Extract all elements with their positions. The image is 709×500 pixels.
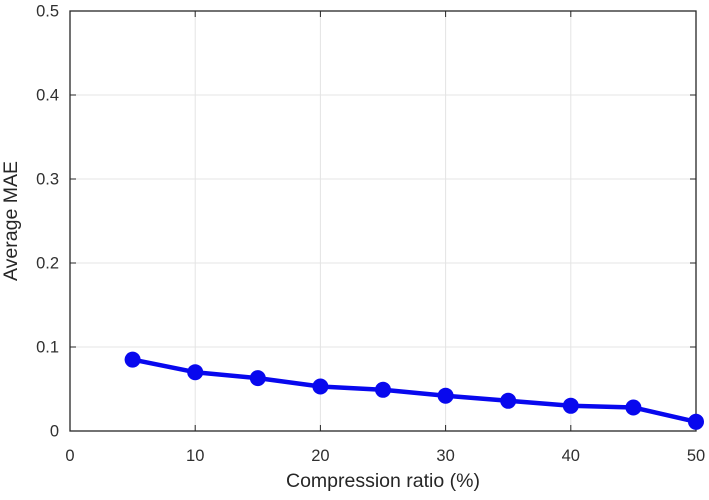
data-point: [187, 364, 204, 381]
x-tick-label: 40: [562, 447, 580, 465]
y-tick-label: 0.2: [36, 255, 59, 273]
x-tick-label: 0: [65, 447, 74, 465]
x-tick-label: 20: [311, 447, 329, 465]
data-line: [130, 357, 699, 425]
y-tick-labels: 0 0.1 0.2 0.3 0.4 0.5: [36, 3, 59, 441]
x-tick-label: 50: [687, 447, 705, 465]
x-axis-label: Compression ratio (%): [286, 470, 480, 492]
data-point: [688, 413, 704, 430]
data-point: [375, 381, 391, 398]
y-axis-label: Average MAE: [0, 161, 22, 281]
data-point: [249, 370, 266, 387]
grid-lines: [70, 11, 696, 431]
y-tick-label: 0.1: [36, 339, 59, 357]
x-tick-label: 30: [436, 447, 454, 465]
data-point: [625, 399, 642, 416]
x-tick-label: 10: [186, 447, 204, 465]
data-point: [312, 378, 329, 395]
plot-box-border: [69, 10, 697, 432]
data-point: [124, 351, 141, 368]
y-tick-label: 0.5: [36, 3, 59, 21]
data-point: [562, 397, 579, 414]
data-points: [124, 351, 704, 430]
y-tick-label: 0: [50, 423, 59, 441]
y-tick-label: 0.3: [36, 171, 59, 189]
x-tick-labels: 0 10 20 30 40 50: [65, 447, 705, 465]
y-tick-label: 0.4: [36, 87, 59, 105]
data-point: [500, 392, 517, 409]
data-point: [437, 387, 454, 404]
